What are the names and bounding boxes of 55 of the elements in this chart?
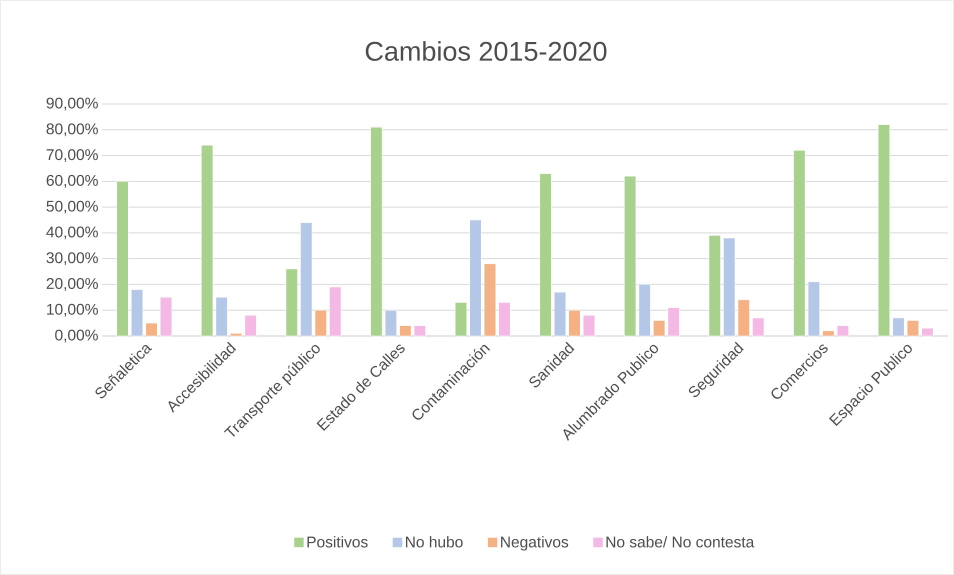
bar (793, 150, 806, 336)
bar (878, 124, 890, 336)
bar (244, 315, 257, 336)
bar (201, 144, 214, 336)
y-tick-label: 80,00% (46, 123, 98, 136)
legend-label: Positivos (307, 536, 368, 548)
bar (906, 320, 919, 336)
bar (414, 325, 426, 336)
bar (329, 286, 342, 336)
bar (723, 238, 736, 336)
bar (583, 315, 596, 336)
bar (708, 235, 721, 336)
y-tick-label: 0,00% (55, 330, 98, 342)
bar (230, 333, 242, 336)
bar (370, 126, 382, 336)
bar (454, 302, 467, 336)
bar (540, 173, 552, 336)
chart-title: Cambios 2015-2020 (366, 41, 606, 61)
legend-label: No hubo (406, 536, 463, 548)
bar (160, 297, 172, 336)
bar (892, 318, 904, 336)
y-tick-label: 60,00% (46, 174, 98, 188)
bar (822, 330, 834, 336)
bar (752, 318, 764, 336)
bar (300, 222, 312, 336)
bar (624, 176, 636, 336)
bar (498, 302, 510, 336)
bar (484, 264, 496, 336)
y-tick-label: 70,00% (46, 149, 98, 162)
bar (314, 310, 327, 336)
y-tick-label: 90,00% (46, 98, 98, 110)
y-tick-label: 40,00% (46, 226, 98, 240)
bar (116, 181, 129, 336)
y-tick-label: 10,00% (47, 304, 98, 317)
legend-label: No sabe/ No contesta (606, 536, 754, 548)
bar (921, 328, 934, 336)
bar (836, 325, 849, 336)
bar (738, 300, 750, 336)
bar (399, 325, 412, 336)
y-tick-label: 20,00% (46, 278, 98, 291)
bar (808, 282, 820, 336)
bar (668, 307, 680, 336)
bar (384, 310, 397, 336)
bar (216, 297, 228, 336)
y-tick-label: 50,00% (46, 200, 98, 214)
y-tick-label: 30,00% (46, 252, 98, 266)
bar (146, 322, 158, 336)
bar (469, 220, 482, 336)
bar (638, 284, 651, 336)
bar (131, 289, 144, 336)
bar (554, 292, 566, 336)
bar (286, 268, 298, 336)
bar (653, 320, 666, 336)
bar (568, 310, 581, 336)
legend-label: Negativos (501, 536, 568, 551)
